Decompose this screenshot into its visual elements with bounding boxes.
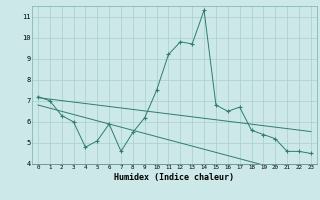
X-axis label: Humidex (Indice chaleur): Humidex (Indice chaleur) (115, 173, 234, 182)
